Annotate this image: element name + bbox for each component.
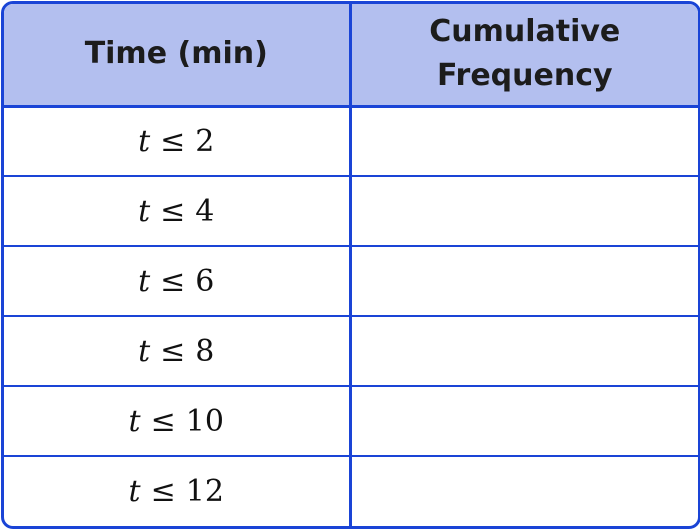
less-equal-operator: ≤ [150,403,176,439]
table-row: t ≤12 [4,455,698,526]
cumulative-frequency-table: Time (min) Cumulative Frequency t ≤2 t ≤4 … [4,4,698,526]
cumulative-frequency-cell[interactable] [350,315,698,386]
less-equal-operator: ≤ [160,123,186,159]
table-row: t ≤6 [4,245,698,316]
time-variable: t [138,123,151,159]
table-row: t ≤2 [4,106,698,176]
time-value: 2 [195,123,215,159]
cumulative-frequency-cell[interactable] [350,175,698,246]
cumulative-frequency-cell[interactable] [350,245,698,316]
cumulative-frequency-cell[interactable] [350,106,698,176]
time-value: 6 [195,263,215,299]
cumulative-frequency-column-header: Cumulative Frequency [350,4,698,108]
time-variable: t [138,193,151,229]
cumulative-header-line1: Cumulative [429,14,621,50]
time-cell: t ≤10 [4,385,352,456]
time-variable: t [138,263,151,299]
time-value: 8 [195,333,215,369]
time-cell: t ≤8 [4,315,352,386]
time-value: 12 [185,474,224,509]
time-variable: t [128,403,141,439]
time-cell: t ≤12 [4,455,352,526]
time-variable: t [138,333,151,369]
less-equal-operator: ≤ [160,263,186,299]
table-row: t ≤8 [4,315,698,386]
less-equal-operator: ≤ [160,193,186,229]
time-value: 10 [185,403,224,439]
time-column-header: Time (min) [4,4,352,108]
time-value: 4 [195,193,215,229]
cumulative-frequency-cell[interactable] [350,385,698,456]
time-cell: t ≤6 [4,245,352,316]
header-row: Time (min) Cumulative Frequency [4,4,698,108]
time-cell: t ≤2 [4,106,352,176]
table-row: t ≤10 [4,385,698,456]
time-header-label: Time (min) [84,36,268,72]
less-equal-operator: ≤ [150,474,176,509]
table-row: t ≤4 [4,175,698,246]
less-equal-operator: ≤ [160,333,186,369]
time-variable: t [128,474,141,509]
cumulative-frequency-cell[interactable] [350,455,698,526]
time-cell: t ≤4 [4,175,352,246]
cumulative-header-line2: Frequency [436,58,613,94]
